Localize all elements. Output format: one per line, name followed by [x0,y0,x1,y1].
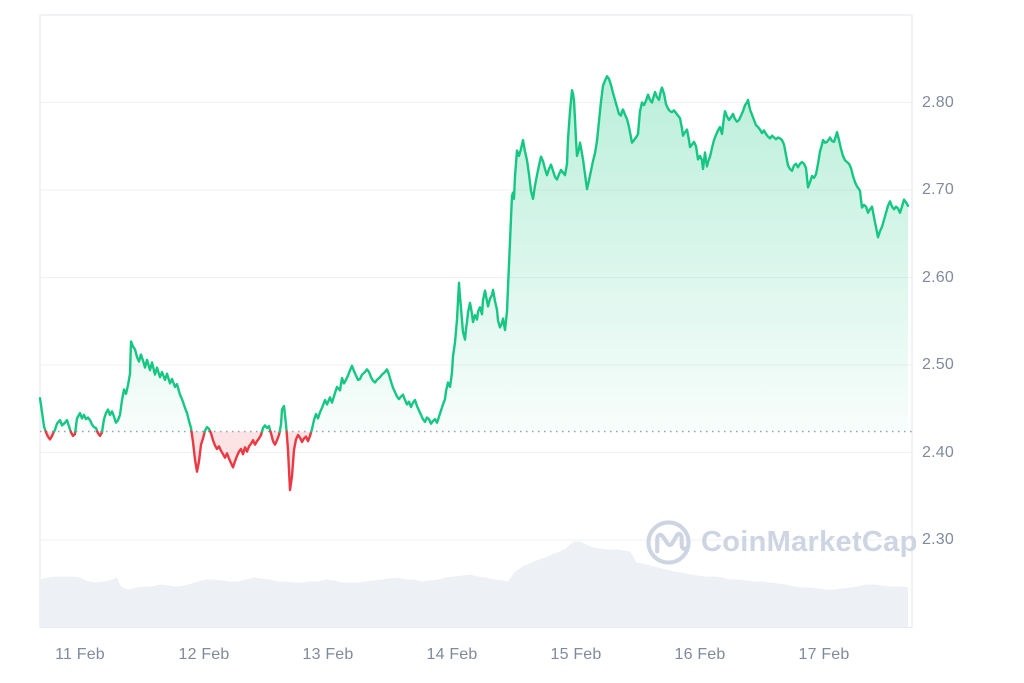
price-line-up [74,411,99,433]
price-line-up [278,404,288,433]
price-area-down [210,431,262,468]
x-tick-label: 14 Feb [426,646,478,663]
price-area-up [102,341,192,432]
price-area-down [286,431,312,491]
x-tick-label: 12 Feb [178,646,230,663]
y-tick-label: 2.40 [922,443,954,461]
watermark-text: CoinMarketCap [701,525,918,558]
y-tick-label: 2.60 [922,268,954,286]
x-tick-label: 17 Feb [798,646,850,663]
price-line-up [38,397,47,433]
x-tick-label: 13 Feb [302,646,354,663]
price-line-up [310,75,910,433]
price-line-down [209,430,264,469]
price-line-down [269,430,281,446]
coinmarketcap-logo-icon [646,519,691,565]
x-tick-label: 15 Feb [550,646,602,663]
x-tick-label: 11 Feb [55,646,105,663]
coinmarketcap-watermark: CoinMarketCap [645,514,918,570]
price-line-down [190,430,206,473]
price-line-up [100,340,193,433]
price-line-up [52,418,72,433]
price-line-down [285,430,313,492]
y-tick-label: 2.80 [922,93,954,111]
y-tick-label: 2.70 [922,181,954,198]
price-area-up [311,76,908,432]
x-tick-label: 16 Feb [674,646,726,663]
y-tick-label: 2.50 [922,356,954,373]
price-area-down [270,431,280,445]
price-line-up [260,424,272,433]
price-line-up [203,425,212,433]
price-area-up [40,398,46,432]
volume-area [40,541,908,628]
price-line-down [69,430,77,438]
price-line-down [44,430,56,441]
y-tick-label: 2.30 [922,531,954,548]
